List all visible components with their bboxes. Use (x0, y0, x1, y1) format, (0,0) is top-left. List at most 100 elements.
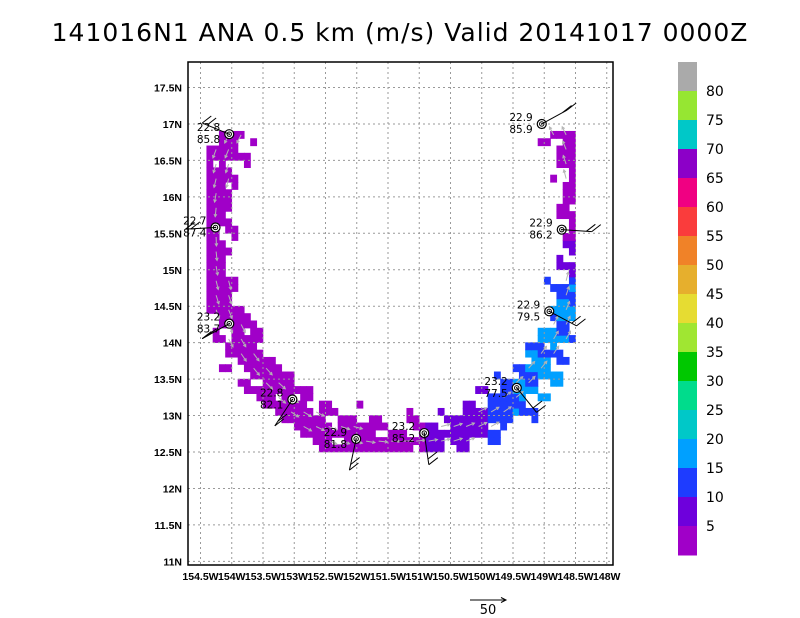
swath-cell (318, 429, 326, 438)
swath-cell (306, 407, 314, 416)
swath-cell (343, 415, 351, 424)
swath-cell (243, 386, 251, 394)
swath-cell (225, 342, 233, 351)
swath-cell (462, 429, 470, 438)
swath-cell (287, 386, 295, 394)
wind-arrow-head (213, 213, 218, 218)
station-temperature: 22.8 (197, 122, 220, 134)
wind-barb-staff (348, 438, 357, 471)
swath-cell (243, 335, 251, 343)
wind-arrow-head (215, 271, 220, 277)
wind-barb-staff (202, 122, 230, 135)
wind-arrow (225, 178, 230, 188)
wind-vectors (212, 125, 572, 446)
swath-cell (425, 422, 433, 431)
swath-cell (318, 407, 326, 416)
swath-cell (268, 364, 276, 373)
station-temperature: 22.9 (509, 112, 532, 124)
lat-label: 11N (163, 556, 182, 568)
wind-arrow-head (236, 139, 240, 144)
swath-cell (218, 196, 226, 205)
swath-cell (568, 138, 576, 147)
swath-cell (556, 291, 564, 300)
wind-arrow (290, 411, 299, 418)
swath-cell (250, 327, 258, 336)
swath-cell (262, 364, 270, 373)
swath-cell (300, 407, 308, 416)
swath-cell (256, 327, 264, 336)
swath-cell (237, 152, 245, 161)
swath-cell (493, 393, 501, 402)
lat-lon-grid (188, 62, 613, 565)
swath-cell (300, 400, 308, 409)
swath-cell (456, 422, 464, 431)
swath-cell (562, 298, 570, 307)
wind-barb-flag (562, 105, 572, 113)
station-humidity: 87.4 (183, 227, 207, 239)
wind-arrow (478, 422, 487, 427)
swath-cell (206, 181, 214, 190)
station-marker-inner (226, 321, 232, 327)
swath-cell (325, 422, 333, 431)
colorbar-label: 55 (706, 229, 724, 245)
swath-cell (387, 429, 395, 438)
swath-cell (525, 342, 533, 351)
lon-label: 148W (593, 571, 621, 583)
swath-cell (318, 422, 326, 431)
swath-cell (500, 378, 508, 387)
wind-arrow (315, 426, 325, 431)
swath-cell (368, 422, 376, 431)
station-humidity: 83.7 (197, 324, 220, 336)
swath-cell (206, 174, 214, 183)
swath-cell (500, 400, 508, 409)
swath-cell (350, 422, 358, 431)
swath-cell (568, 291, 576, 300)
wind-arrow-head (397, 439, 402, 444)
swath-cell (343, 444, 351, 453)
reference-vector-label: 50 (480, 603, 497, 618)
swath-cell (437, 407, 445, 416)
station-temperature: 22.9 (324, 427, 347, 439)
swath-cell (418, 437, 426, 446)
swath-cell (275, 400, 283, 409)
wind-barb-staff (185, 226, 216, 230)
swath-cell (562, 356, 570, 365)
wind-arrow-head (562, 154, 566, 159)
swath-cell (250, 386, 258, 394)
swath-cell (256, 364, 264, 373)
swath-cell (368, 429, 376, 438)
wind-arrow-head (230, 343, 234, 348)
swath-cell (250, 356, 258, 365)
wind-arrow (549, 126, 555, 136)
swath-cell (218, 181, 226, 190)
station-humidity: 77.5 (484, 388, 507, 400)
wind-arrow-head (212, 154, 216, 159)
swath-cell (206, 240, 214, 249)
lat-label: 15.5N (154, 228, 182, 240)
swath-cell (300, 422, 308, 431)
swath-cell (562, 130, 570, 139)
lat-label: 13.5N (154, 374, 182, 386)
swath-cell (218, 240, 226, 249)
wind-arrow-head (212, 184, 217, 189)
swath-cell (562, 335, 570, 343)
swath-cell (412, 415, 420, 424)
wind-arrow (565, 286, 570, 296)
swath-cell (225, 349, 233, 358)
swath-cell (568, 284, 576, 292)
swath-cell (393, 429, 401, 438)
swath-cell (543, 349, 551, 358)
wind-arrow (563, 169, 567, 179)
swath-cell (368, 444, 376, 453)
wind-arrow (562, 140, 567, 150)
station: 22.986.2 (529, 218, 602, 242)
wind-arrow-head (359, 440, 364, 445)
swath-cell (468, 429, 476, 438)
colorbar-swatch (678, 497, 697, 527)
swath-cell (287, 415, 295, 424)
swath-cell (325, 444, 333, 453)
wind-barb-staff (274, 399, 293, 427)
swath-cell (218, 152, 226, 161)
swath-cell (212, 181, 220, 190)
swath-cell (231, 335, 239, 343)
